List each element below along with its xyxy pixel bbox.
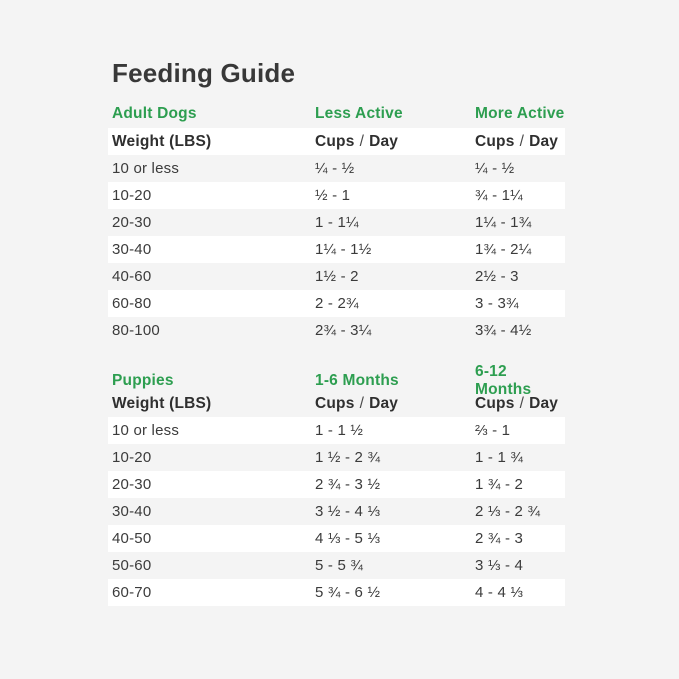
cups-day-column-header: Cups / Day xyxy=(475,394,559,412)
six-twelve-months-cell: 4 - 4 ⅓ xyxy=(475,584,524,601)
table-row: 60-70 5 ¾ - 6 ½ 4 - 4 ⅓ xyxy=(108,579,565,606)
puppies-section-label: Puppies xyxy=(112,372,174,389)
less-active-cell: ¼ - ½ xyxy=(315,160,355,177)
table-row: 10 or less ¼ - ½ ¼ - ½ xyxy=(108,155,565,182)
puppies-table: Weight (LBS) Cups / Day Cups / Day 10 or les… xyxy=(108,390,565,606)
less-active-cell: 1 - 1¼ xyxy=(315,214,359,231)
weight-column-header: Weight (LBS) xyxy=(112,394,212,412)
page-title: Feeding Guide xyxy=(112,58,296,88)
one-six-months-cell: 1 - 1 ½ xyxy=(315,422,364,439)
adult-section-header: Adult Dogs Less Active More Active xyxy=(108,100,565,127)
table-row: 30-40 1¼ - 1½ 1¾ - 2¼ xyxy=(108,236,565,263)
table-row: 20-30 2 ¾ - 3 ½ 1 ¾ - 2 xyxy=(108,471,565,498)
puppies-table-header-row: Weight (LBS) Cups / Day Cups / Day xyxy=(108,390,565,417)
weight-cell: 10 or less xyxy=(112,160,180,177)
six-twelve-months-label: 6-12 Months xyxy=(475,363,532,398)
slash-separator: / xyxy=(519,394,525,412)
one-six-months-cell: 5 ¾ - 6 ½ xyxy=(315,584,381,601)
six-twelve-months-cell: 3 ⅓ - 4 xyxy=(475,557,524,574)
cups-day-column-header: Cups / Day xyxy=(475,132,559,150)
slash-separator: / xyxy=(359,394,365,412)
one-six-months-cell: 2 ¾ - 3 ½ xyxy=(315,476,381,493)
less-active-cell: 2 - 2¾ xyxy=(315,295,359,312)
more-active-cell: 3 - 3¾ xyxy=(475,295,519,312)
slash-separator: / xyxy=(359,132,365,150)
more-active-cell: 1¼ - 1¾ xyxy=(475,214,532,231)
weight-cell: 30-40 xyxy=(112,241,152,258)
weight-column-header: Weight (LBS) xyxy=(112,132,212,150)
six-twelve-months-cell: 2 ¾ - 3 xyxy=(475,530,524,547)
one-six-months-cell: 3 ½ - 4 ⅓ xyxy=(315,503,381,520)
one-six-months-cell: 1 ½ - 2 ¾ xyxy=(315,449,381,466)
six-twelve-months-cell: ⅔ - 1 xyxy=(475,422,511,439)
cups-day-column-header: Cups / Day xyxy=(315,132,399,150)
weight-cell: 20-30 xyxy=(112,476,152,493)
table-row: 60-80 2 - 2¾ 3 - 3¾ xyxy=(108,290,565,317)
weight-cell: 80-100 xyxy=(112,322,160,339)
weight-cell: 30-40 xyxy=(112,503,152,520)
adult-section-label: Adult Dogs xyxy=(112,104,197,122)
table-row: 40-50 4 ⅓ - 5 ⅓ 2 ¾ - 3 xyxy=(108,525,565,552)
adult-dogs-table: Weight (LBS) Cups / Day Cups / Day 10 or les… xyxy=(108,128,565,344)
weight-cell: 40-60 xyxy=(112,268,152,285)
weight-cell: 10-20 xyxy=(112,187,152,204)
weight-cell: 20-30 xyxy=(112,214,152,231)
one-six-months-cell: 5 - 5 ¾ xyxy=(315,557,364,574)
weight-cell: 40-50 xyxy=(112,530,152,547)
less-active-cell: ½ - 1 xyxy=(315,187,351,204)
table-row: 10-20 1 ½ - 2 ¾ 1 - 1 ¾ xyxy=(108,444,565,471)
table-row: 50-60 5 - 5 ¾ 3 ⅓ - 4 xyxy=(108,552,565,579)
six-twelve-months-cell: 1 ¾ - 2 xyxy=(475,476,524,493)
more-active-cell: ¼ - ½ xyxy=(475,160,515,177)
cups-day-column-header: Cups / Day xyxy=(315,394,399,412)
more-active-label: More Active xyxy=(475,104,565,122)
less-active-cell: 2¾ - 3¼ xyxy=(315,322,372,339)
weight-cell: 50-60 xyxy=(112,557,152,574)
more-active-cell: 3¾ - 4½ xyxy=(475,322,532,339)
table-row: 40-60 1½ - 2 2½ - 3 xyxy=(108,263,565,290)
weight-cell: 60-70 xyxy=(112,584,152,601)
one-six-months-label: 1-6 Months xyxy=(315,372,399,389)
six-twelve-months-cell: 2 ⅓ - 2 ¾ xyxy=(475,503,541,520)
table-row: 80-100 2¾ - 3¼ 3¾ - 4½ xyxy=(108,317,565,344)
one-six-months-cell: 4 ⅓ - 5 ⅓ xyxy=(315,530,381,547)
table-row: 30-40 3 ½ - 4 ⅓ 2 ⅓ - 2 ¾ xyxy=(108,498,565,525)
weight-cell: 10-20 xyxy=(112,449,152,466)
less-active-label: Less Active xyxy=(315,104,403,122)
weight-cell: 60-80 xyxy=(112,295,152,312)
more-active-cell: 1¾ - 2¼ xyxy=(475,241,532,258)
less-active-cell: 1¼ - 1½ xyxy=(315,241,372,258)
less-active-cell: 1½ - 2 xyxy=(315,268,359,285)
table-row: 10-20 ½ - 1 ¾ - 1¼ xyxy=(108,182,565,209)
table-row: 10 or less 1 - 1 ½ ⅔ - 1 xyxy=(108,417,565,444)
more-active-cell: ¾ - 1¼ xyxy=(475,187,523,204)
adult-table-header-row: Weight (LBS) Cups / Day Cups / Day xyxy=(108,128,565,155)
more-active-cell: 2½ - 3 xyxy=(475,268,519,285)
table-row: 20-30 1 - 1¼ 1¼ - 1¾ xyxy=(108,209,565,236)
slash-separator: / xyxy=(519,132,525,150)
six-twelve-months-cell: 1 - 1 ¾ xyxy=(475,449,524,466)
weight-cell: 10 or less xyxy=(112,422,180,439)
puppies-section-header: Puppies 1-6 Months 6-12 Months xyxy=(108,363,565,398)
